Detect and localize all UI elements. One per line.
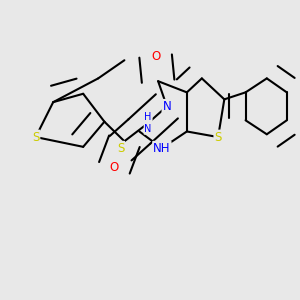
Text: N: N [163,100,171,113]
Text: O: O [110,161,119,174]
Text: S: S [214,130,222,144]
Text: H
N: H N [144,112,152,134]
Text: S: S [32,130,39,144]
Text: S: S [117,142,124,155]
Text: NH: NH [153,142,171,155]
Text: O: O [151,50,160,62]
